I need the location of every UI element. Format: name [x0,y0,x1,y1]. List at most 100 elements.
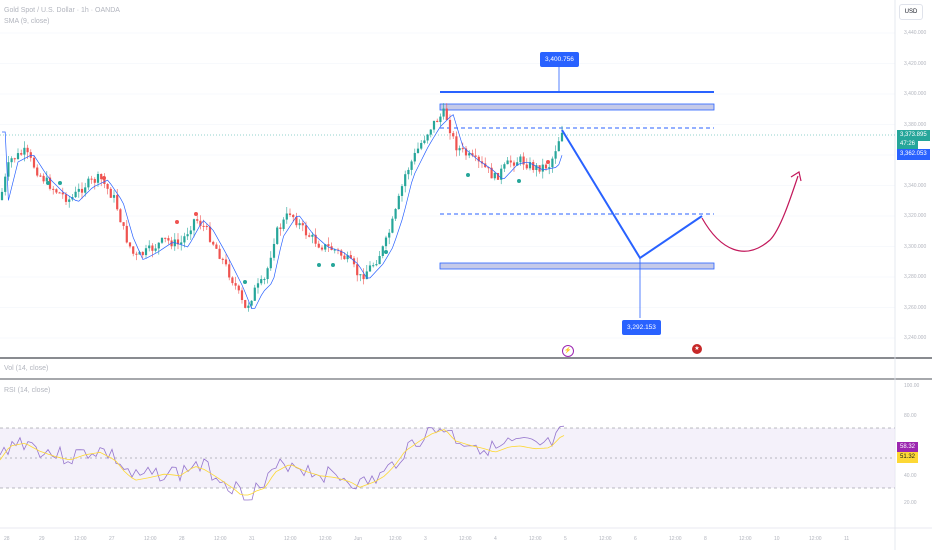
candle-body [132,246,135,254]
candle-body [557,141,560,152]
candle-body [468,153,471,156]
signal-dot[interactable] [331,263,335,267]
candle-body [320,247,324,250]
candle-body [493,172,496,179]
candle-body [90,178,93,180]
candle-body [381,246,384,256]
projection-curve[interactable] [701,175,799,252]
lower-zone[interactable] [439,262,715,270]
candle-body [535,165,538,171]
rsi-legend[interactable]: RSI (14, close) [4,387,51,394]
currency-button[interactable]: USD [899,4,923,20]
signal-dot[interactable] [384,250,388,254]
candle-body [263,279,266,281]
candle-body [391,218,394,233]
candle-body [266,268,269,280]
candle-body [352,258,356,265]
candle-body [426,134,429,141]
candle-body [442,108,445,117]
time-axis-label: 4 [494,536,497,542]
us-flag-icon[interactable]: ★ [692,344,702,354]
signal-dot[interactable] [317,263,321,267]
candle-body [548,167,551,169]
candle-body [432,120,436,130]
candle-body [288,213,292,215]
upper-zone[interactable] [439,103,715,111]
candle-body [256,283,260,288]
candle-body [205,226,208,228]
candle-body [247,305,250,308]
price-axis-label: 3,280.000 [904,274,927,280]
candle-body [80,188,84,193]
candle-body [42,175,45,182]
signal-dot[interactable] [466,173,470,177]
candle-body [221,258,224,260]
volume-legend[interactable]: Vol (14, close) [4,365,49,372]
price-axis-label: 3,440.000 [904,30,927,36]
candle-body [362,274,365,280]
signal-dot[interactable] [546,160,550,164]
upper-target-callout[interactable]: 3,400.756 [540,52,579,67]
candle-body [506,160,509,165]
candle-body [234,283,237,286]
countdown-tag: 47:26 [897,139,919,150]
candle-body [237,285,240,291]
price-axis-label: 3,340.000 [904,182,927,189]
candle-body [116,195,119,210]
projection-path[interactable] [561,129,703,260]
candle-body [413,152,416,162]
lightning-icon[interactable]: ⚡ [562,345,574,357]
time-axis-label: 27 [109,536,115,542]
symbol-legend[interactable]: Gold Spot / U.S. Dollar · 1h · OANDA [4,7,120,14]
rsi-axis-label: 40.00 [904,473,917,479]
candle-body [160,237,164,243]
candle-body [423,140,426,143]
rsi-value-tag: 58.32 [897,442,919,453]
sma-legend[interactable]: SMA (9, close) [4,18,50,25]
candle-body [39,175,42,177]
candle-body [52,188,55,190]
candle-body [372,265,375,267]
candle-body [317,243,320,248]
signal-dot[interactable] [243,280,247,284]
candle-body [509,160,512,163]
signal-dot[interactable] [175,220,179,224]
candle-body [93,179,96,183]
candle-body [64,194,68,202]
candle-body [445,108,448,120]
candle-body [436,120,439,123]
time-axis-label: 12:00 [459,536,472,542]
candle-body [61,192,64,195]
candle-body [314,234,317,244]
time-axis-label: 12:00 [214,536,227,542]
candle-body [346,255,349,260]
signal-dot[interactable] [517,179,521,183]
signal-dot[interactable] [194,212,198,216]
time-axis-label: 6 [634,536,637,542]
time-axis-label: 12:00 [389,536,402,542]
candle-body [135,253,138,255]
candle-body [100,174,103,180]
candle-body [125,225,128,243]
candle-body [487,167,490,169]
candle-body [522,156,525,165]
candle-body [455,136,458,151]
candle-body [477,156,480,162]
candle-body [560,132,564,142]
candle-body [218,248,221,259]
signal-dot[interactable] [58,181,62,185]
price-axis-label: 3,320.000 [904,213,927,219]
lower-target-callout[interactable]: 3,292.153 [622,320,661,335]
signal-dot[interactable] [102,176,106,180]
candle-body [253,287,256,301]
candle-body [349,255,352,259]
candle-body [16,153,20,160]
signal-dot[interactable] [46,181,50,185]
rsi-axis-label: 100.00 [904,383,920,389]
rsi-ma-line [0,429,565,496]
candle-body [84,187,87,193]
candle-body [58,192,61,194]
candle-body [186,234,189,237]
candle-body [292,214,295,218]
